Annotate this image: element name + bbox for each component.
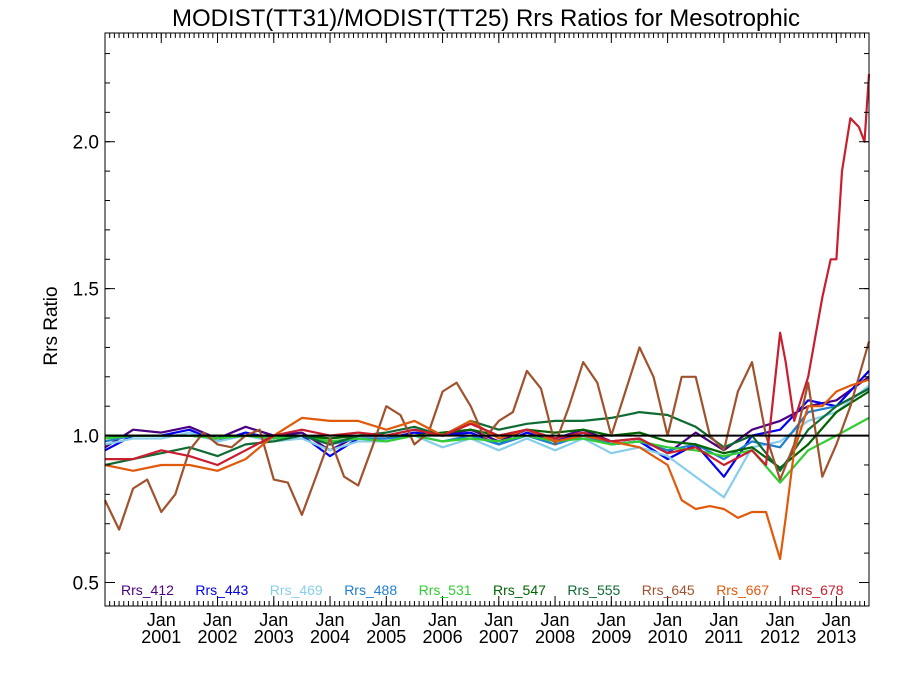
x-tick-label-month: Jan: [203, 610, 232, 630]
x-tick-label-month: Jan: [653, 610, 682, 630]
x-tick-label-year: 2003: [254, 627, 294, 647]
x-tick-label-year: 2001: [141, 627, 181, 647]
x-tick-label-month: Jan: [316, 610, 345, 630]
series-line-rrs-645: [104, 341, 871, 531]
x-tick-label-year: 2002: [197, 627, 237, 647]
x-tick-label-year: 2008: [535, 627, 575, 647]
x-tick-label-year: 2012: [760, 627, 800, 647]
y-tick-labels: 0.5 1.0 1.5 2.0: [73, 133, 99, 595]
y-axis-label: Rrs Ratio: [41, 286, 62, 365]
x-tick-label-month: Jan: [541, 610, 570, 630]
plot-frame: [104, 32, 870, 607]
x-tick-label-month: Jan: [597, 610, 626, 630]
x-tick-label-month: Jan: [822, 610, 851, 630]
legend-item-rrs-531: Rrs_531: [419, 582, 472, 598]
x-tick-label-year: 2011: [704, 627, 743, 647]
x-tick-labels: Jan2001Jan2002Jan2003Jan2004Jan2005Jan20…: [141, 610, 856, 647]
legend-item-rrs-667: Rrs_667: [716, 582, 769, 598]
y-tick-label: 0.5: [73, 573, 99, 594]
x-tick-label-month: Jan: [766, 610, 795, 630]
series-line-rrs-555: [104, 387, 870, 472]
x-tick-label-month: Jan: [372, 610, 401, 630]
series-line-rrs-469: [104, 384, 870, 499]
series-line-rrs-678: [105, 74, 871, 467]
x-tick-label-year: 2006: [423, 627, 463, 647]
x-tick-label-year: 2009: [591, 627, 631, 647]
x-tick-label-month: Jan: [147, 610, 176, 630]
series-line-rrs-443: [104, 370, 870, 478]
x-tick-label-year: 2010: [648, 627, 688, 647]
x-tick-label-month: Jan: [428, 610, 457, 630]
y-tick-label: 2.0: [73, 133, 99, 154]
x-tick-label-month: Jan: [484, 610, 513, 630]
series-line-rrs-531: [104, 416, 870, 484]
y-tick-label: 1.5: [73, 280, 99, 301]
x-tick-label-month: Jan: [709, 610, 738, 630]
x-tick-label-year: 2013: [816, 627, 856, 647]
series-line-rrs-667: [104, 378, 870, 561]
chart-title: MODIST(TT31)/MODIST(TT25) Rrs Ratios for…: [172, 5, 800, 32]
legend: Rrs_412 Rrs_443 Rrs_469 Rrs_488 Rrs_531 Rrs_5…: [121, 582, 844, 598]
x-tick-label-year: 2007: [479, 627, 519, 647]
plot-area: 0.51.01.52.0 Jan2001Jan2002Jan2003Jan200…: [73, 32, 871, 647]
x-tick-label-year: 2005: [366, 627, 406, 647]
axis-ticks: [104, 33, 869, 606]
legend-item-rrs-678: Rrs_678: [791, 582, 844, 598]
legend-item-rrs-645: Rrs_645: [642, 582, 695, 598]
x-tick-label-year: 2004: [310, 627, 350, 647]
legend-item-rrs-412: Rrs_412: [121, 582, 174, 598]
y-tick-label: 1.0: [73, 427, 99, 448]
series-lines: [104, 74, 871, 561]
legend-item-rrs-547: Rrs_547: [493, 582, 546, 598]
legend-item-rrs-555: Rrs_555: [567, 582, 620, 598]
x-tick-label-month: Jan: [259, 610, 288, 630]
legend-item-rrs-469: Rrs_469: [270, 582, 323, 598]
legend-item-rrs-443: Rrs_443: [195, 582, 248, 598]
legend-item-rrs-488: Rrs_488: [344, 582, 397, 598]
